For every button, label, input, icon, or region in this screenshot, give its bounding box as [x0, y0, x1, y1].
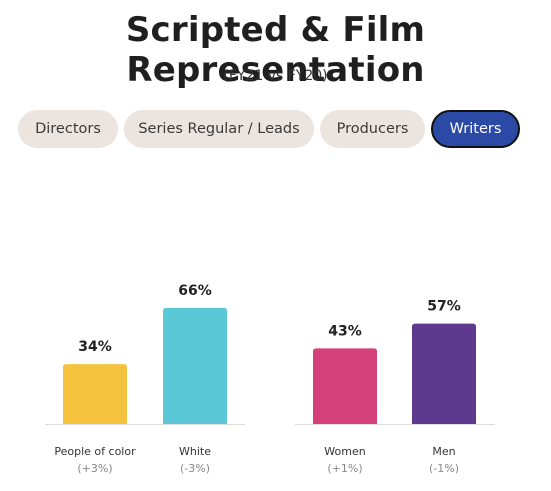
- tab-series-regular-leads[interactable]: Series Regular / Leads: [124, 110, 314, 148]
- bar-women[interactable]: [313, 348, 377, 424]
- tab-directors[interactable]: Directors: [18, 110, 118, 148]
- page-subtitle: (FY21 vs FY20): [223, 68, 328, 84]
- value-label-people-of-color: 34%: [78, 339, 112, 355]
- category-label-women: Women: [324, 445, 365, 458]
- bar-people-of-color[interactable]: [63, 364, 127, 424]
- bar-men[interactable]: [412, 323, 476, 424]
- value-label-men: 57%: [427, 299, 461, 315]
- value-label-white: 66%: [178, 283, 212, 299]
- change-label-white: (-3%): [180, 462, 210, 475]
- change-label-men: (-1%): [429, 462, 459, 475]
- tab-producers[interactable]: Producers: [320, 110, 425, 148]
- change-label-women: (+1%): [327, 462, 362, 475]
- bar-white[interactable]: [163, 307, 227, 424]
- category-label-people-of-color: People of color: [54, 445, 136, 458]
- change-label-people-of-color: (+3%): [77, 462, 112, 475]
- value-label-women: 43%: [328, 323, 362, 339]
- category-label-men: Men: [432, 445, 455, 458]
- page-title: Scripted & Film Representation: [125, 10, 426, 90]
- category-label-white: White: [179, 445, 211, 458]
- tab-writers[interactable]: Writers: [431, 110, 520, 148]
